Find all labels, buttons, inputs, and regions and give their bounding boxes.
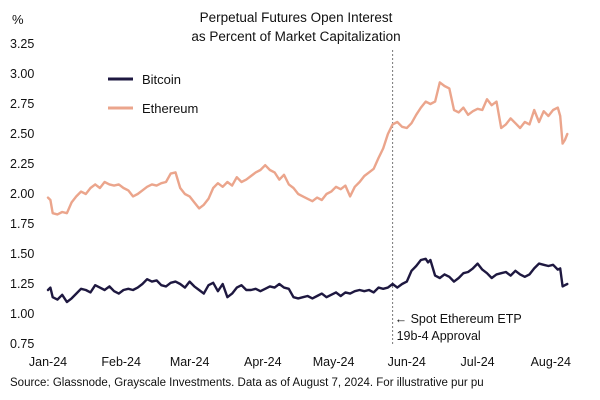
annotation-text-line-1: ← Spot Ethereum ETP bbox=[395, 312, 522, 326]
y-tick-label: 2.75 bbox=[10, 97, 34, 111]
y-axis: 3.25 3.00 2.75 2.50 2.25 2.00 1.75 1.50 1.25 1.00… bbox=[10, 37, 34, 351]
y-tick-label: 1.25 bbox=[10, 277, 34, 291]
x-tick-label: Aug-24 bbox=[531, 355, 571, 369]
legend-label-bitcoin: Bitcoin bbox=[142, 72, 181, 87]
series-line-ethereum bbox=[46, 81, 569, 216]
y-tick-label: 2.25 bbox=[10, 157, 34, 171]
x-tick-label: Feb-24 bbox=[101, 355, 141, 369]
x-tick-label: Jul-24 bbox=[461, 355, 495, 369]
y-tick-label: 0.75 bbox=[10, 337, 34, 351]
x-axis: Jan-24 Feb-24 Mar-24 Apr-24 May-24 Jun-24 Jul-… bbox=[29, 355, 571, 369]
x-tick-label: Mar-24 bbox=[170, 355, 210, 369]
y-tick-label: 1.50 bbox=[10, 247, 34, 261]
series-line-bitcoin bbox=[46, 257, 569, 304]
x-tick-label: May-24 bbox=[313, 355, 355, 369]
y-tick-label: 1.75 bbox=[10, 217, 34, 231]
series-layer bbox=[46, 81, 569, 304]
y-tick-label: 3.00 bbox=[10, 67, 34, 81]
legend: Bitcoin Ethereum bbox=[108, 72, 198, 116]
chart-title-line-1: Perpetual Futures Open Interest bbox=[200, 10, 393, 25]
x-tick-label: Jan-24 bbox=[29, 355, 67, 369]
y-tick-label: 1.00 bbox=[10, 307, 34, 321]
source-note: Source: Glassnode, Grayscale Investments… bbox=[10, 377, 484, 389]
x-tick-label: Jun-24 bbox=[388, 355, 426, 369]
annotation-text-line-2: 19b-4 Approval bbox=[397, 329, 481, 343]
y-tick-label: 2.50 bbox=[10, 127, 34, 141]
legend-label-ethereum: Ethereum bbox=[142, 101, 198, 116]
y-tick-label: 3.25 bbox=[10, 37, 34, 51]
chart-title-line-2: as Percent of Market Capitalization bbox=[191, 29, 400, 44]
y-axis-unit: % bbox=[12, 12, 24, 27]
x-tick-label: Apr-24 bbox=[244, 355, 282, 369]
y-tick-label: 2.00 bbox=[10, 187, 34, 201]
